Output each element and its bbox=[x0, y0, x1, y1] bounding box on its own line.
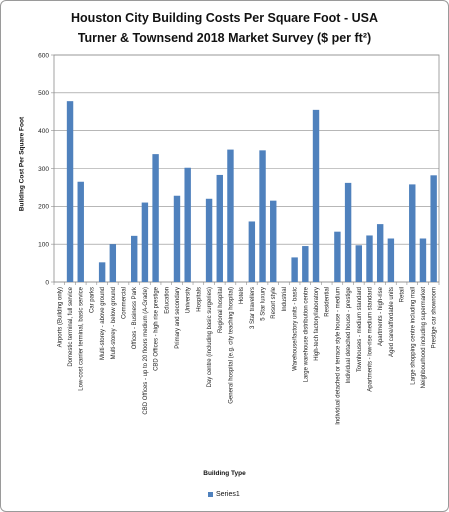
bar bbox=[98, 262, 106, 282]
chart-title: Houston City Building Costs Per Square F… bbox=[0, 8, 449, 48]
bar bbox=[248, 221, 256, 282]
x-tick-label: Hotels bbox=[239, 287, 245, 304]
x-tick-label: Individual detached house - prestige bbox=[346, 286, 352, 383]
x-tick-label: Townhouses - medium standard bbox=[357, 287, 363, 372]
x-tick-label: Resort style bbox=[271, 286, 277, 318]
x-tick-label: Car parks bbox=[89, 287, 95, 313]
x-tick-label: Neighbourhood including supermarket bbox=[421, 287, 427, 389]
bar bbox=[131, 235, 138, 282]
x-tick-label: Warehouse/factory units - basic bbox=[293, 287, 299, 371]
x-tick-label: Apartments - high-rise bbox=[378, 286, 384, 346]
bar bbox=[312, 109, 320, 282]
x-tick-label: 5 Star luxury bbox=[261, 287, 267, 321]
bar bbox=[419, 238, 427, 282]
x-tick-label: CBD Offices - up to 20 floors medium (A-… bbox=[143, 287, 149, 415]
x-tick-label: Domestic terminal, full service bbox=[68, 286, 74, 366]
bar bbox=[366, 235, 373, 282]
bar bbox=[216, 174, 223, 282]
bar bbox=[141, 202, 149, 282]
bar bbox=[152, 154, 159, 282]
x-tick-label: Education bbox=[164, 287, 170, 314]
legend-label: Series1 bbox=[216, 491, 240, 498]
x-tick-label: Primary and secondary bbox=[175, 287, 181, 349]
chart-title-line-2: Turner & Townsend 2018 Market Survey ($ … bbox=[77, 31, 372, 45]
bar bbox=[109, 244, 117, 282]
x-tick-label: Prestige car showroom bbox=[432, 287, 438, 348]
bar bbox=[409, 184, 416, 282]
bar bbox=[387, 238, 395, 282]
x-tick-label: Multi-storey - below ground bbox=[111, 287, 117, 359]
x-tick-label: Industrial bbox=[282, 287, 288, 311]
x-tick-label: Multi-storey - above ground bbox=[100, 287, 106, 360]
chart-title-line-1: Houston City Building Costs Per Square F… bbox=[71, 11, 378, 25]
y-tick-label: 600 bbox=[38, 52, 49, 59]
x-tick-label: Aged care/affordable units bbox=[389, 287, 395, 357]
x-tick-label: Low-cost carrier terminal, basic service bbox=[79, 286, 85, 390]
x-tick-label: Residential bbox=[325, 287, 331, 317]
bar bbox=[430, 175, 437, 282]
x-tick-label: University bbox=[186, 287, 192, 313]
bar bbox=[77, 181, 84, 282]
y-tick-label: 300 bbox=[38, 166, 49, 173]
legend: Series1 bbox=[208, 491, 240, 498]
y-tick-label: 0 bbox=[45, 279, 49, 286]
bar bbox=[66, 101, 74, 282]
x-tick-label: Retail bbox=[400, 287, 406, 302]
bar bbox=[291, 257, 298, 282]
x-tick-label: Apartments - low-rise medium standard bbox=[367, 287, 373, 392]
x-tick-label: High-tech factory/laboratory bbox=[314, 287, 320, 361]
y-tick-label: 500 bbox=[38, 90, 49, 97]
bar bbox=[259, 150, 266, 282]
y-tick-label: 200 bbox=[38, 204, 49, 211]
bar bbox=[227, 149, 234, 282]
x-tick-label: General hospital (e.g. city teaching hos… bbox=[228, 287, 234, 404]
bar bbox=[334, 231, 341, 282]
bar bbox=[302, 246, 309, 282]
x-tick-label: Day centre (including basic surgeries) bbox=[207, 287, 213, 387]
x-tick-label: Airports (Building only) bbox=[57, 287, 63, 347]
bar bbox=[376, 224, 384, 282]
bar bbox=[270, 200, 277, 282]
x-tick-label: Regional hospital bbox=[218, 287, 224, 333]
x-tick-label: 3 Star travellers bbox=[250, 287, 256, 329]
bar bbox=[184, 167, 191, 282]
x-tick-label: Hospitals bbox=[196, 287, 202, 312]
x-tick-label: Offices - Business Park bbox=[132, 286, 138, 349]
x-axis-title: Building Type bbox=[203, 470, 246, 477]
y-tick-label: 400 bbox=[38, 128, 49, 135]
bar bbox=[173, 195, 181, 282]
x-tick-label: Commercial bbox=[122, 287, 128, 319]
y-tick-label: 100 bbox=[38, 241, 49, 248]
x-tick-label: Large warehouse distribution centre bbox=[303, 286, 309, 382]
x-tick-label: Individual detached or terrace style hou… bbox=[335, 287, 341, 425]
legend-swatch bbox=[208, 492, 213, 497]
bar bbox=[205, 198, 213, 282]
x-tick-label: CBD Offices - high rise prestige bbox=[154, 286, 160, 371]
bar bbox=[355, 245, 362, 282]
bar bbox=[344, 182, 352, 282]
x-tick-label: Large shopping centre including mall bbox=[410, 287, 416, 385]
